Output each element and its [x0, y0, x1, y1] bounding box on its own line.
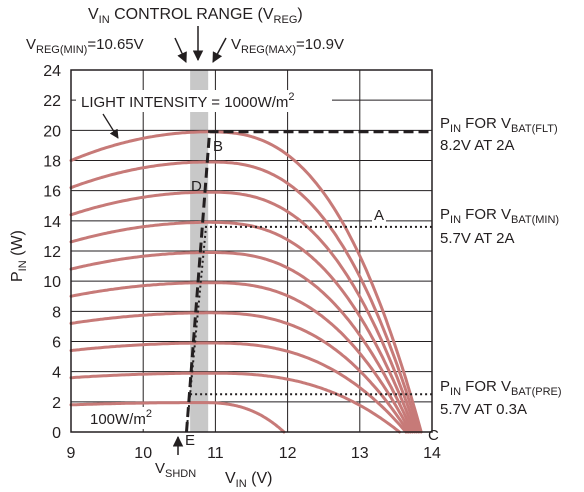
- pin-pre-label-line2: 5.7V AT 0.3A: [440, 401, 527, 418]
- light-low-label: 100W/m2: [90, 408, 152, 428]
- power-curve: [69, 220, 417, 434]
- y-tick-label: 24: [43, 63, 61, 80]
- pin-flt-label-line2: 8.2V AT 2A: [440, 137, 515, 154]
- power-curve: [69, 371, 401, 434]
- point-b-label: B: [213, 138, 223, 155]
- y-tick-label: 18: [43, 154, 61, 171]
- pin-pre-label-line1: PIN FOR VBAT(PRE): [440, 378, 562, 398]
- y-tick-label: 16: [43, 184, 61, 201]
- light-intensity-arrow: [102, 113, 119, 139]
- y-tick-label: 12: [43, 244, 61, 261]
- pin-flt-label-line1: PIN FOR VBAT(FLT): [440, 115, 558, 135]
- power-curve: [69, 281, 412, 434]
- y-axis-label: PIN (W): [9, 230, 29, 282]
- y-tick-label: 8: [52, 304, 61, 321]
- x-tick-label: 13: [351, 445, 369, 462]
- point-d-label: D: [191, 178, 202, 195]
- y-tick-label: 22: [43, 93, 61, 110]
- y-tick-label: 0: [52, 425, 61, 442]
- vreg-max-label: VREG(MAX)=10.9V: [231, 36, 344, 56]
- power-curve: [69, 130, 423, 434]
- light-label-bg: [76, 90, 332, 112]
- operating-lines: [185, 130, 432, 433]
- point-a-label: A: [374, 207, 384, 224]
- vreg-min-arrow: [174, 37, 187, 63]
- x-tick-label: 14: [423, 445, 441, 462]
- power-curve: [69, 251, 414, 434]
- pin-min-label-line2: 5.7V AT 2A: [440, 230, 515, 247]
- x-tick-label: 12: [279, 445, 297, 462]
- vreg-max-arrow: [212, 37, 227, 63]
- power-curves: [69, 130, 423, 434]
- power-curve: [69, 190, 419, 434]
- power-curve: [69, 401, 286, 434]
- light-low-label-bg: [86, 407, 168, 429]
- y-tick-label: 10: [43, 274, 61, 291]
- point-e-label: E: [185, 432, 195, 449]
- vin-control-range-label: VIN CONTROL RANGE (VREG): [88, 6, 303, 26]
- x-tick-labels: 9 10 11 12 13 14: [67, 445, 441, 462]
- power-curve: [69, 160, 421, 434]
- power-curve: [69, 341, 408, 434]
- y-tick-label: 20: [43, 123, 61, 140]
- vreg-min-label: VREG(MIN)=10.65V: [26, 36, 144, 56]
- vshdn-label: VSHDN: [155, 460, 196, 480]
- y-tick-label: 14: [43, 214, 61, 231]
- y-tick-label: 6: [52, 335, 61, 352]
- x-tick-label: 9: [67, 445, 76, 462]
- power-curve: [69, 311, 410, 434]
- point-c-label: C: [428, 427, 439, 444]
- plot-frame: [70, 69, 433, 433]
- x-tick-label: 11: [207, 445, 224, 462]
- upper-operating-line: [185, 130, 432, 433]
- y-tick-label: 4: [52, 365, 61, 382]
- x-tick-label: 10: [134, 445, 152, 462]
- pin-min-label-line1: PIN FOR VBAT(MIN): [440, 206, 559, 226]
- y-tick-label: 2: [52, 395, 61, 412]
- point-a-bg: [372, 206, 386, 222]
- x-axis-label: VIN (V): [225, 470, 272, 490]
- lower-operating-line: [185, 225, 432, 433]
- light-intensity-label: LIGHT INTENSITY = 1000W/m2: [81, 91, 295, 111]
